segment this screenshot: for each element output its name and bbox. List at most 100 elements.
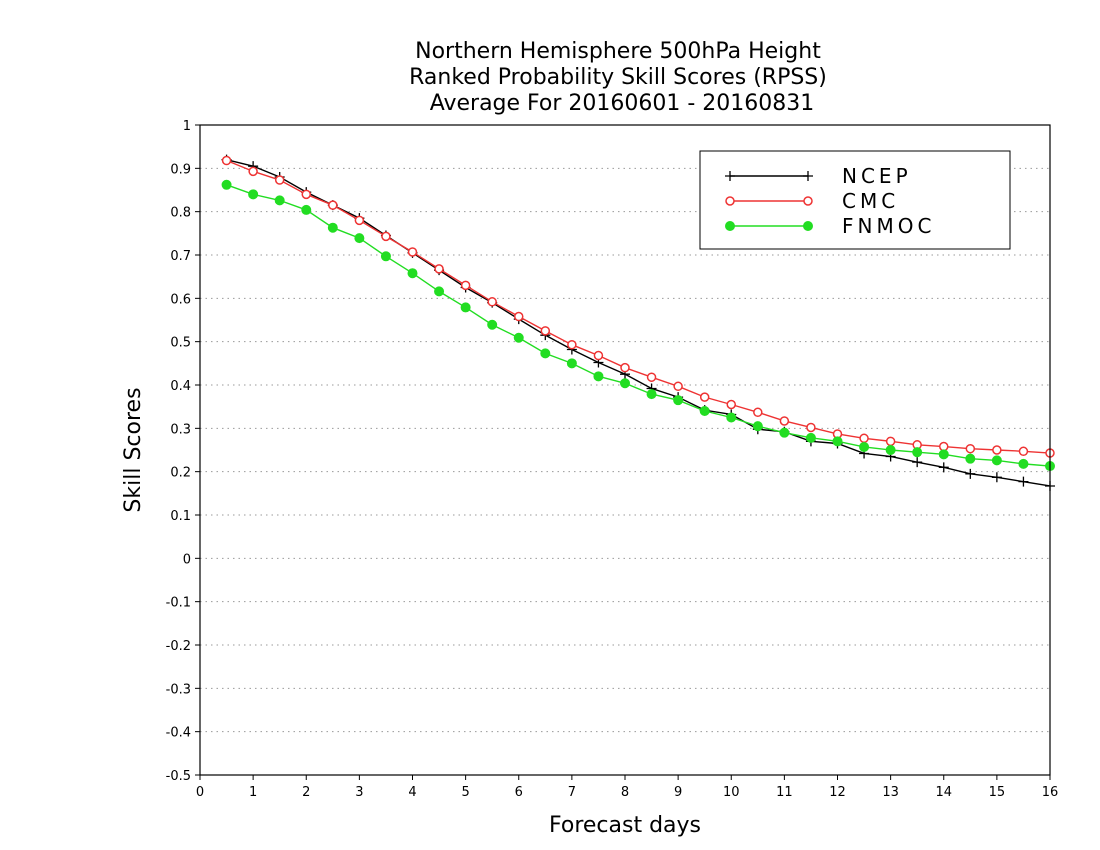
data-point-cmc <box>593 350 604 361</box>
grid-lines <box>200 167 1050 733</box>
legend-marker <box>725 171 735 181</box>
data-point-cmc <box>567 339 577 350</box>
data-point-fnmoc <box>859 441 870 452</box>
x-tick-label: 4 <box>408 785 416 800</box>
data-point-cmc <box>487 297 497 307</box>
y-tick-label: 0.2 <box>170 466 191 481</box>
data-point-fnmoc <box>248 189 259 200</box>
y-tick-label: 0.3 <box>170 422 191 437</box>
legend-marker <box>725 221 735 231</box>
data-point-fnmoc <box>221 179 232 190</box>
data-point-fnmoc <box>540 348 551 359</box>
data-point-cmc <box>514 311 524 322</box>
chart-title-line-2: Ranked Probability Skill Scores (RPSS) <box>409 65 827 90</box>
data-point-cmc <box>726 399 736 410</box>
x-tick-label: 3 <box>355 785 363 800</box>
x-tick-label: 9 <box>674 785 682 800</box>
y-tick-label: 0 <box>183 552 191 567</box>
legend-entry-cmc: CMC <box>725 189 899 213</box>
data-point-fnmoc <box>274 195 285 206</box>
legend-marker <box>803 221 813 231</box>
data-point-cmc <box>221 155 232 166</box>
data-point-fnmoc <box>593 371 604 382</box>
series-fnmoc <box>221 179 1055 472</box>
data-point-fnmoc <box>965 453 976 464</box>
data-point-fnmoc <box>938 449 949 460</box>
data-point-fnmoc <box>620 378 630 389</box>
data-point-fnmoc <box>991 455 1002 466</box>
data-point-fnmoc <box>434 286 445 297</box>
data-point-fnmoc <box>752 421 763 432</box>
data-point-fnmoc <box>646 389 657 400</box>
data-point-fnmoc <box>327 222 338 233</box>
data-point-cmc <box>779 416 790 426</box>
data-point-fnmoc <box>354 233 365 244</box>
data-point-fnmoc <box>380 251 391 262</box>
chart-title-line-3: Average For 20160601 - 20160831 <box>430 91 815 116</box>
data-point-fnmoc <box>885 445 896 455</box>
y-axis-ticks: 1 0.9 0.8 0.7 0.6 0.5 0.4 0.3 0.2 0.1 0 -0.1 -0.2 -0.… <box>166 119 200 784</box>
data-point-cmc <box>859 433 869 444</box>
y-tick-label: -0.4 <box>166 726 191 741</box>
y-tick-label: 0.4 <box>170 379 191 394</box>
data-point-fnmoc <box>487 319 498 330</box>
data-point-cmc <box>699 392 710 402</box>
data-point-cmc <box>646 372 657 382</box>
data-point-cmc <box>381 231 391 242</box>
data-point-cmc <box>885 436 896 447</box>
data-point-fnmoc <box>513 332 524 343</box>
data-point-cmc <box>328 200 338 210</box>
legend-label: CMC <box>842 189 899 213</box>
series-group <box>221 154 1055 491</box>
data-point-fnmoc <box>699 406 710 416</box>
data-point-cmc <box>434 264 444 274</box>
legend-box <box>699 150 1011 250</box>
y-tick-label: 1 <box>183 119 191 134</box>
data-point-cmc <box>540 326 551 336</box>
data-point-cmc <box>939 441 949 452</box>
legend-entry-fnmoc: FNMOC <box>725 214 935 238</box>
x-tick-label: 11 <box>776 785 793 800</box>
legend-marker <box>803 196 813 206</box>
legend-label: NCEP <box>842 164 912 188</box>
data-point-cmc <box>673 381 683 392</box>
legend-label: FNMOC <box>842 214 935 238</box>
data-point-cmc <box>354 215 365 226</box>
x-tick-label: 16 <box>1042 785 1059 800</box>
y-tick-label: 0.8 <box>170 206 191 221</box>
x-tick-label: 0 <box>196 785 204 800</box>
chart-title-line-1: Northern Hemisphere 500hPa Height <box>415 39 821 64</box>
x-tick-label: 7 <box>568 785 576 800</box>
x-tick-label: 8 <box>621 785 629 800</box>
y-tick-label: 0.5 <box>170 336 191 351</box>
y-tick-label: -0.5 <box>166 769 191 784</box>
x-tick-label: 12 <box>829 785 846 800</box>
y-tick-label: 0.1 <box>170 509 191 524</box>
y-tick-label: -0.2 <box>166 639 191 654</box>
y-tick-label: 0.9 <box>170 162 191 177</box>
data-point-cmc <box>806 422 816 433</box>
data-point-cmc <box>620 362 630 373</box>
y-tick-label: -0.3 <box>166 682 191 697</box>
x-tick-label: 1 <box>249 785 257 800</box>
y-tick-label: -0.1 <box>166 596 191 611</box>
data-point-cmc <box>460 280 471 291</box>
data-point-ncep <box>1018 476 1029 487</box>
series-cmc <box>221 155 1055 458</box>
data-point-cmc <box>753 407 763 418</box>
legend-entry-ncep: NCEP <box>725 164 912 188</box>
data-point-fnmoc <box>407 268 418 279</box>
data-point-cmc <box>965 443 976 454</box>
x-tick-label: 2 <box>302 785 310 800</box>
data-point-fnmoc <box>779 427 790 438</box>
legend-marker <box>803 171 813 181</box>
x-tick-label: 10 <box>723 785 740 800</box>
data-point-fnmoc <box>673 395 684 406</box>
x-tick-label: 6 <box>515 785 523 800</box>
y-tick-label: 0.7 <box>170 249 191 264</box>
data-point-fnmoc <box>460 302 471 313</box>
x-axis-ticks: 0 1 2 3 4 5 6 7 8 9 10 11 12 13 14 15 16 <box>196 775 1058 800</box>
x-axis-label: Forecast days <box>549 813 701 838</box>
x-tick-label: 5 <box>461 785 469 800</box>
